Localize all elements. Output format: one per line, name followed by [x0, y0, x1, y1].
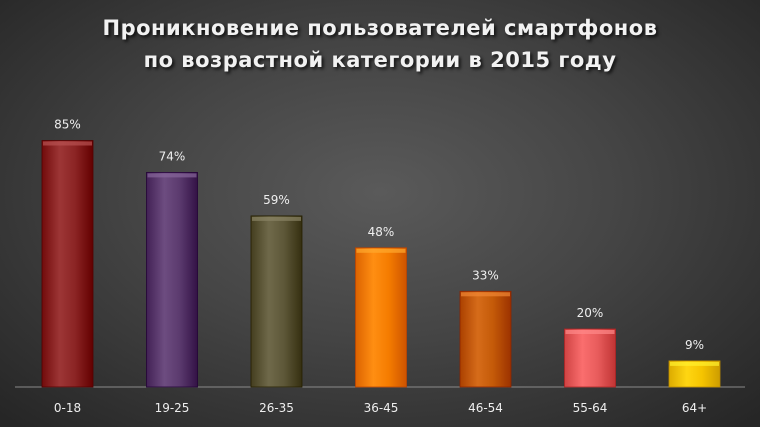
bar-46-54	[459, 290, 512, 388]
category-label-0-18: 0-18	[54, 401, 81, 415]
chart-title-line-1: Проникновение пользователей смартфонов	[102, 16, 658, 40]
category-label-36-45: 36-45	[364, 401, 399, 415]
bar-55-64	[564, 328, 616, 388]
bar-top-bevel-36-45	[356, 248, 406, 253]
bar-top-bevel-46-54	[461, 292, 510, 297]
value-label-26-35: 59%	[263, 193, 290, 207]
bars-group	[41, 140, 721, 388]
value-label-19-25: 74%	[159, 149, 186, 163]
value-label-36-45: 48%	[368, 225, 395, 239]
value-label-55-64: 20%	[577, 306, 604, 320]
category-label-26-35: 26-35	[259, 401, 294, 415]
value-label-64+: 9%	[685, 338, 704, 352]
category-label-55-64: 55-64	[573, 401, 608, 415]
value-label-46-54: 33%	[472, 268, 499, 282]
bar-36-45	[355, 247, 407, 388]
bar-top-bevel-26-35	[252, 216, 301, 221]
category-label-64+: 64+	[682, 401, 707, 415]
bar-top-bevel-55-64	[565, 330, 615, 334]
value-label-0-18: 85%	[54, 118, 81, 132]
value-labels-group: 85% 74% 59% 48% 33% 20% 9%	[54, 118, 704, 352]
bar-26-35	[250, 215, 303, 388]
bar-top-bevel-19-25	[147, 173, 197, 178]
category-labels-group: 0-18 19-25 26-35 36-45 46-54 55-64 64+	[54, 401, 707, 415]
bar-0-18	[41, 140, 94, 388]
bar-19-25	[146, 171, 198, 388]
category-label-46-54: 46-54	[468, 401, 503, 415]
bar-top-bevel-0-18	[43, 141, 92, 146]
bar-top-bevel-64+	[670, 361, 719, 366]
chart-title-line-2: по возрастной категории в 2015 году	[143, 48, 617, 72]
category-label-19-25: 19-25	[155, 401, 190, 415]
